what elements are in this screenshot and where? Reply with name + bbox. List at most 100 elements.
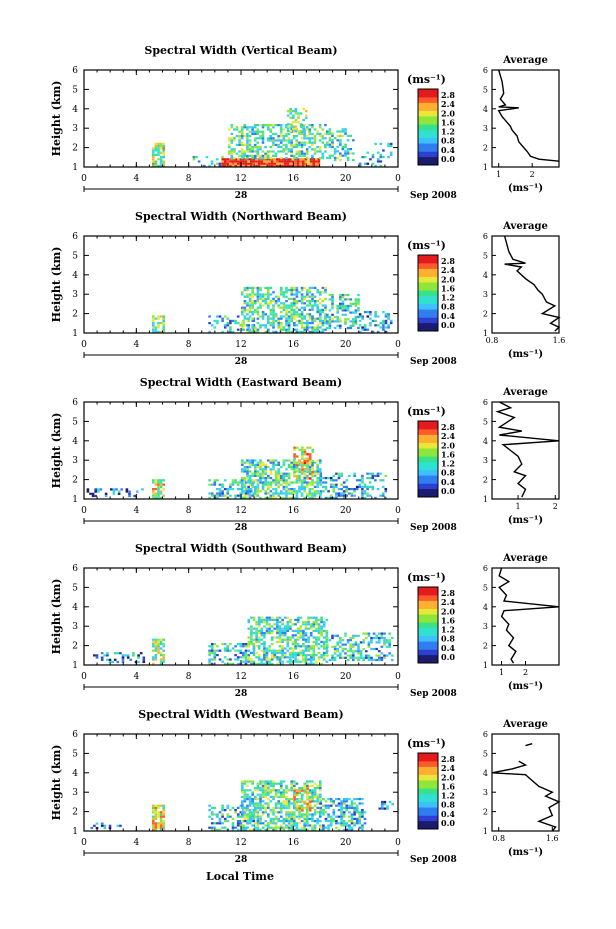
- heatmap-cell: [282, 463, 286, 466]
- heatmap-cell: [248, 496, 252, 499]
- heatmap-cell: [274, 492, 278, 495]
- heatmap-cell: [294, 112, 298, 115]
- heatmap-cell: [250, 158, 253, 161]
- heatmap-cell: [256, 146, 260, 149]
- heatmap-cell: [159, 826, 163, 829]
- colorbar-segment: [418, 475, 438, 479]
- heatmap-cell: [295, 470, 299, 473]
- heatmap-cell: [250, 627, 253, 630]
- heatmap-cell: [306, 795, 309, 798]
- heatmap-cell: [306, 485, 309, 488]
- heatmap-cell: [280, 795, 283, 798]
- heatmap-cell: [95, 822, 99, 825]
- heatmap-cell: [354, 641, 358, 644]
- heatmap-cell: [348, 815, 351, 818]
- heatmap-cell: [254, 308, 257, 311]
- colorbar-segment: [418, 97, 438, 101]
- heatmap-cell: [256, 492, 260, 495]
- heatmap-cell: [387, 156, 390, 159]
- heatmap-cell: [108, 658, 112, 661]
- heatmap-cell: [339, 130, 342, 133]
- heatmap-cell: [248, 300, 252, 303]
- heatmap-cell: [333, 159, 337, 162]
- heatmap-cell: [327, 828, 330, 831]
- heatmap-cell: [157, 164, 160, 167]
- heatmap-cell: [341, 309, 345, 312]
- colorbar-segment: [418, 616, 438, 620]
- heatmap-cell: [313, 328, 317, 331]
- heatmap-cell: [263, 656, 266, 659]
- heatmap-cell: [299, 654, 303, 657]
- heatmap-cell: [341, 130, 345, 133]
- heatmap-cell: [306, 483, 309, 486]
- heatmap-cell: [293, 488, 296, 491]
- heatmap-cell: [374, 164, 377, 167]
- heatmap-cell: [301, 453, 304, 456]
- heatmap-cell: [256, 297, 260, 300]
- heatmap-cell: [256, 820, 260, 823]
- heatmap-cell: [293, 308, 296, 311]
- heatmap-cell: [216, 322, 219, 325]
- heatmap-cell: [246, 470, 249, 473]
- y-tick-label: 5: [72, 417, 78, 427]
- heatmap-cell: [261, 789, 265, 792]
- heatmap-cell: [268, 627, 271, 630]
- heatmap-cell: [248, 293, 252, 296]
- heatmap-cell: [112, 492, 116, 495]
- heatmap-cell: [157, 651, 160, 654]
- heatmap-cell: [244, 654, 248, 657]
- heatmap-cell: [269, 324, 273, 327]
- heatmap-cell: [280, 330, 283, 333]
- heatmap-cell: [294, 651, 297, 654]
- heatmap-cell: [371, 162, 375, 165]
- heatmap-cell: [295, 141, 299, 144]
- heatmap-cell: [290, 317, 293, 320]
- heatmap-cell: [264, 824, 267, 827]
- colorbar-segment: [418, 116, 438, 120]
- heatmap-cell: [218, 820, 222, 823]
- heatmap-cell: [366, 472, 369, 475]
- heatmap-cell: [234, 658, 237, 661]
- heatmap-cell: [311, 326, 314, 329]
- heatmap-cell: [268, 632, 271, 635]
- heatmap-cell: [328, 156, 332, 159]
- heatmap-cell: [352, 654, 355, 657]
- heatmap-cell: [257, 640, 261, 643]
- heatmap-cell: [293, 300, 296, 303]
- heatmap-cell: [294, 110, 298, 113]
- heatmap-cell: [289, 658, 292, 661]
- heatmap-cell: [281, 160, 284, 163]
- heatmap-cell: [337, 822, 341, 825]
- heatmap-cell: [276, 632, 279, 635]
- heatmap-cell: [278, 632, 282, 635]
- heatmap-cell: [259, 793, 262, 796]
- heatmap-cell: [251, 295, 254, 298]
- heatmap-cell: [274, 330, 278, 333]
- heatmap-cell: [292, 154, 296, 157]
- heatmap-cell: [226, 162, 230, 165]
- colorbar-segment: [418, 265, 438, 269]
- x-tick-label: 0: [81, 672, 87, 682]
- heatmap-cell: [345, 828, 349, 831]
- colorbar-segment: [418, 796, 438, 800]
- heatmap-cell: [362, 639, 365, 642]
- heatmap-cell: [332, 474, 336, 477]
- heatmap-cell: [261, 784, 265, 787]
- heatmap-cell: [294, 654, 297, 657]
- heatmap-cell: [246, 139, 249, 142]
- heatmap-cell: [159, 490, 163, 493]
- colorbar-tick-label: 2.4: [441, 99, 455, 109]
- heatmap-cell: [328, 137, 332, 140]
- x-tick-label: 0: [395, 838, 401, 848]
- heatmap-cell: [300, 481, 304, 484]
- heatmap-cell: [251, 289, 254, 292]
- heatmap-cell: [290, 311, 293, 314]
- heatmap-cell: [368, 477, 372, 480]
- heatmap-cell: [374, 319, 377, 322]
- heatmap-cell: [306, 466, 309, 469]
- heatmap-cell: [294, 618, 297, 621]
- heatmap-cell: [295, 295, 299, 298]
- heatmap-cell: [289, 110, 292, 113]
- heatmap-cell: [306, 326, 309, 329]
- heatmap-cell: [324, 289, 327, 292]
